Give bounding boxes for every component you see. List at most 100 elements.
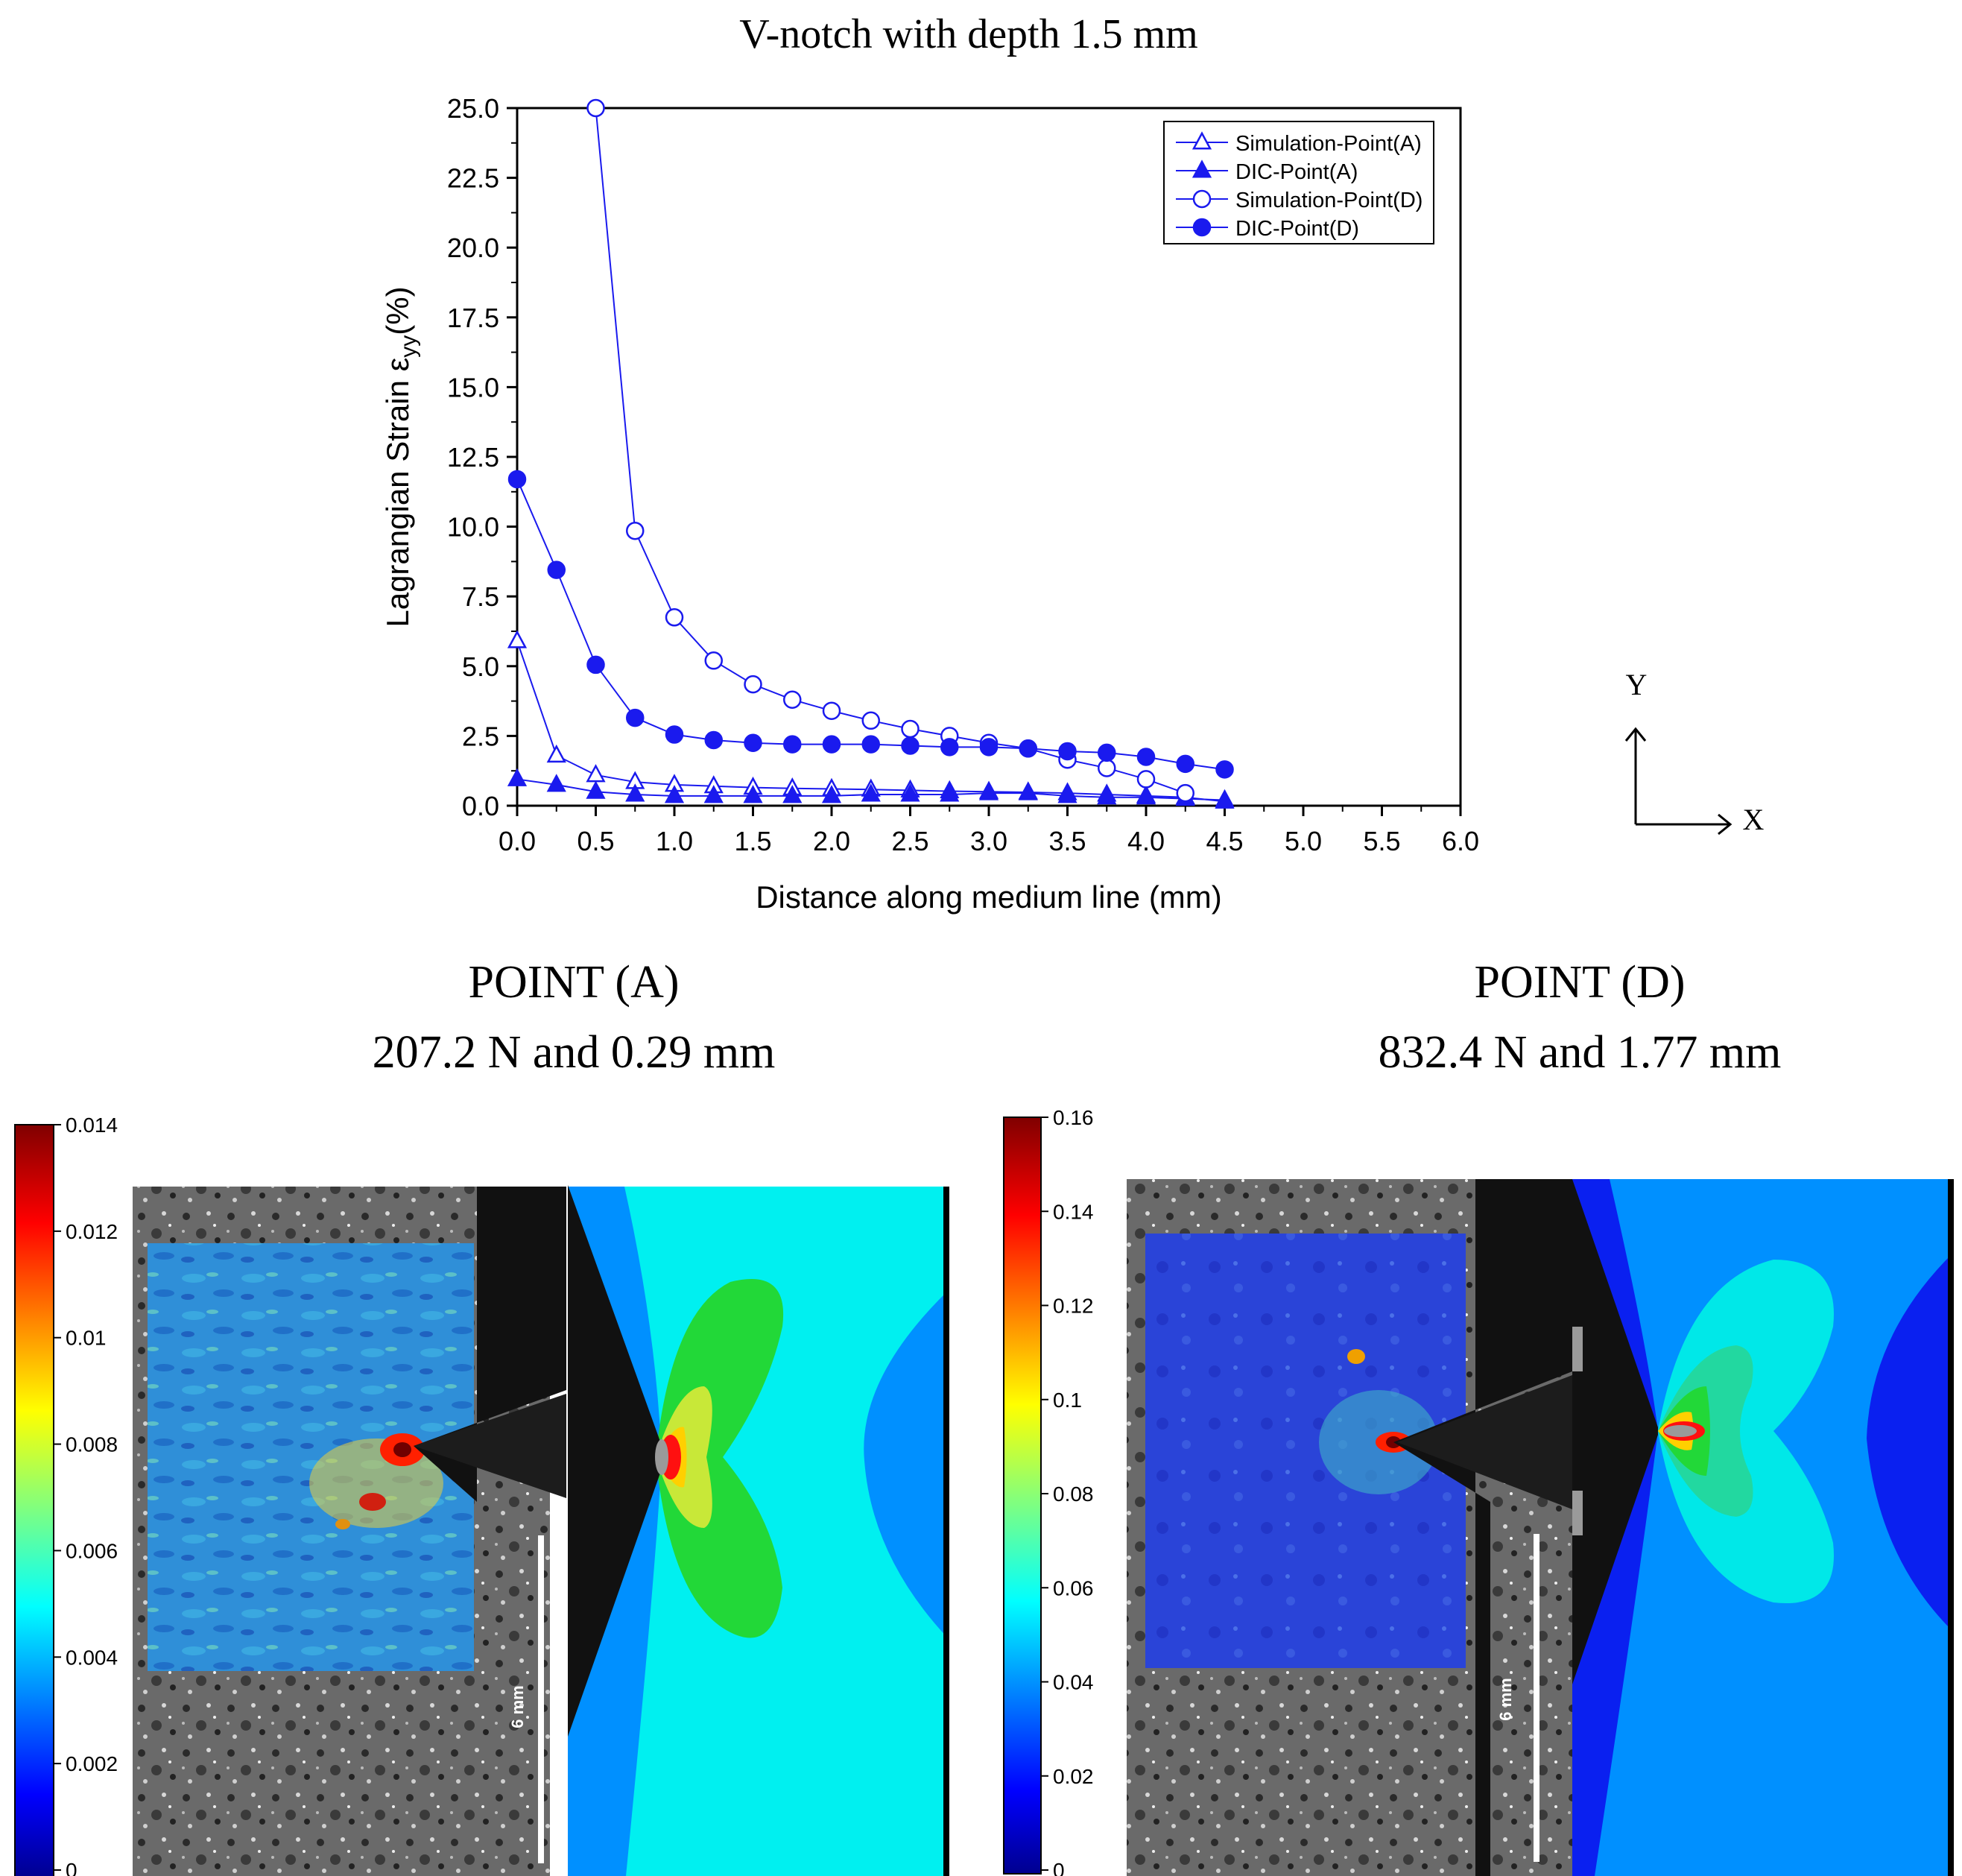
strain-chart: 0.0 0.5 1.0 1.5 2.0 2.5 3.0 3.5 4.0 4.5 5.0 5.5 6.0 0…	[380, 93, 1479, 915]
data-point	[1098, 759, 1116, 777]
panel-d-title: POINT (D)	[1475, 957, 1686, 1008]
y-tick-label: 2.5	[462, 721, 499, 751]
colorbar-tick-label: 0.14	[1053, 1200, 1094, 1223]
colorbar-tick-label: 0.004	[66, 1646, 118, 1669]
series-1	[507, 768, 1235, 808]
x-tick-label: 2.5	[891, 826, 928, 856]
colorbar-tick-label: 0.12	[1053, 1295, 1094, 1318]
data-point	[783, 690, 802, 709]
data-point	[507, 630, 528, 648]
data-point	[586, 655, 605, 675]
x-tick-label: 5.5	[1363, 826, 1400, 856]
y-tick-label: 17.5	[447, 303, 499, 333]
series-2	[586, 98, 1194, 803]
data-point	[821, 785, 842, 803]
panel-point-d: POINT (D) 832.4 N and 1.77 mm 0.16 0.14 0.…	[1003, 957, 1954, 1876]
panel-a-scale-bar-label: 6 mm	[508, 1685, 527, 1728]
data-point	[1057, 785, 1077, 803]
plot-frame	[516, 107, 1462, 807]
x-tick-label: 4.5	[1206, 826, 1243, 856]
data-point	[822, 701, 841, 720]
panel-a-subtitle: 207.2 N and 0.29 mm	[373, 1027, 776, 1078]
data-point	[1098, 743, 1116, 762]
panel-a-dic-image: 6 mm	[133, 1187, 566, 1876]
data-point	[1097, 786, 1117, 805]
y-tick-label: 7.5	[462, 581, 499, 612]
data-point	[703, 785, 724, 803]
legend-marker	[1192, 131, 1212, 150]
y-axis-label: Lagrangian Strain εyy(%)	[380, 286, 421, 627]
legend-label: Simulation-Point(A)	[1235, 132, 1422, 156]
colorbar-tick-label: 0.002	[66, 1752, 118, 1775]
series-3	[507, 470, 1234, 779]
legend-label: Simulation-Point(D)	[1235, 189, 1423, 212]
y-tick-label: 25.0	[447, 93, 499, 124]
axis-indicator-x-label: X	[1743, 803, 1765, 836]
data-point	[586, 764, 606, 783]
data-point	[704, 651, 723, 670]
data-point	[822, 735, 841, 754]
axis-ticks: 0.0 0.5 1.0 1.5 2.0 2.5 3.0 3.5 4.0 4.5 5.0 5.5 6.0 0…	[447, 93, 1479, 856]
data-point	[1176, 783, 1194, 803]
legend-marker	[1192, 218, 1212, 237]
data-point	[626, 521, 645, 540]
data-point	[1215, 760, 1234, 779]
data-point	[1136, 770, 1156, 789]
data-point	[1136, 786, 1156, 805]
data-point	[507, 768, 528, 786]
colorbar-tick-label: 0.01	[66, 1327, 107, 1350]
data-point	[744, 675, 762, 694]
series-layer	[507, 98, 1235, 809]
colorbar-tick-label: 0.014	[66, 1114, 118, 1137]
legend: Simulation-Point(A) DIC-Point(A) Simulatio…	[1163, 121, 1434, 244]
data-point	[744, 733, 762, 753]
panel-a-title: POINT (A)	[469, 957, 680, 1008]
panel-d-scale-bar-label: 6 mm	[1496, 1678, 1515, 1720]
legend-item: DIC-Point(D)	[1176, 217, 1359, 241]
data-point	[547, 560, 566, 579]
data-point	[743, 785, 763, 803]
data-point	[546, 774, 566, 792]
colorbar-tick-label: 0.1	[1053, 1389, 1082, 1412]
x-tick-label: 6.0	[1442, 826, 1479, 856]
x-tick-label: 1.5	[734, 826, 771, 856]
y-axis-label-sub: yy	[396, 335, 421, 358]
colorbar-tick-label: 0	[1053, 1859, 1065, 1876]
data-point	[625, 783, 645, 802]
data-point	[665, 608, 684, 627]
data-point	[1019, 739, 1037, 758]
y-tick-label: 12.5	[447, 442, 499, 473]
data-point	[1058, 742, 1077, 761]
data-point	[664, 785, 685, 803]
colorbar-tick-label: 0.04	[1053, 1671, 1094, 1694]
figure-title: V-notch with depth 1.5 mm	[739, 11, 1197, 57]
data-point	[940, 738, 959, 757]
panel-d-subtitle: 832.4 N and 1.77 mm	[1379, 1027, 1782, 1078]
data-point	[978, 782, 999, 800]
data-point	[861, 783, 881, 802]
y-tick-label: 0.0	[462, 791, 499, 821]
data-point	[626, 708, 645, 727]
data-point	[900, 783, 920, 802]
data-point	[861, 735, 880, 754]
data-point	[901, 719, 920, 739]
data-point	[1136, 748, 1156, 766]
legend-marker	[1192, 189, 1212, 209]
legend-item: Simulation-Point(A)	[1176, 131, 1422, 156]
x-tick-label: 4.0	[1127, 826, 1165, 856]
y-tick-label: 15.0	[447, 372, 499, 402]
colorbar-tick-label: 0.16	[1053, 1106, 1094, 1129]
x-tick-label: 0.0	[499, 826, 536, 856]
panel-d-dic-image: 6 mm	[1127, 1179, 1574, 1876]
legend-label: DIC-Point(D)	[1235, 217, 1359, 241]
panel-point-a: POINT (A) 207.2 N and 0.29 mm 0.014 0.012…	[14, 957, 949, 1876]
y-tick-label: 10.0	[447, 512, 499, 543]
data-point	[861, 711, 880, 730]
colorbar-tick-label: 0.08	[1053, 1482, 1094, 1506]
y-tick-label: 22.5	[447, 163, 499, 194]
x-tick-label: 1.0	[656, 826, 693, 856]
colorbar-tick-label: 0.06	[1053, 1576, 1094, 1599]
panel-a-simulation	[568, 1185, 949, 1876]
data-point	[1018, 782, 1038, 800]
